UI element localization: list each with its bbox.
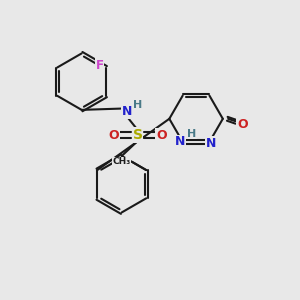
Text: N: N xyxy=(122,106,132,118)
Text: CH₃: CH₃ xyxy=(112,158,130,166)
Text: O: O xyxy=(237,118,248,130)
Text: H: H xyxy=(134,100,143,110)
Text: O: O xyxy=(108,129,119,142)
Text: F: F xyxy=(96,58,104,72)
Text: N: N xyxy=(175,136,185,148)
Text: H: H xyxy=(187,129,196,139)
Text: S: S xyxy=(133,128,142,142)
Text: N: N xyxy=(206,137,216,150)
Text: O: O xyxy=(156,129,166,142)
